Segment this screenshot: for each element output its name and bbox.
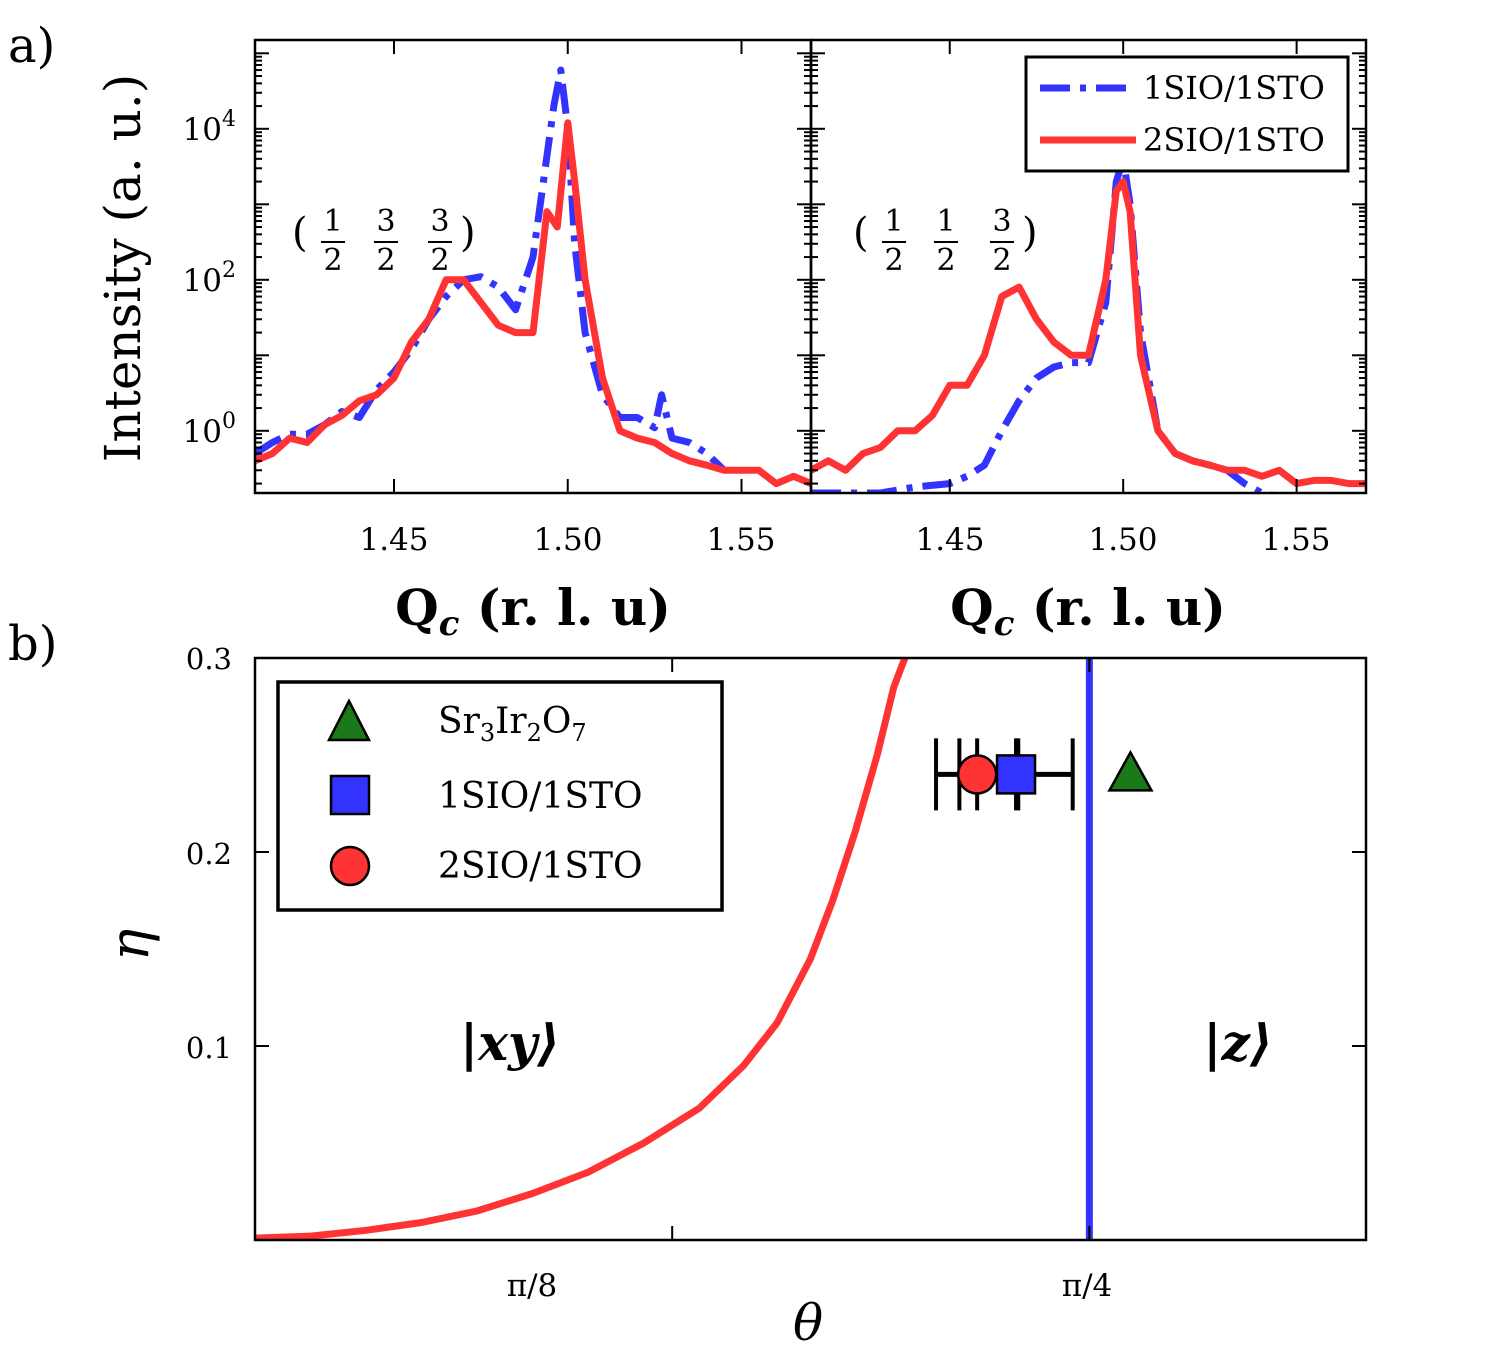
- panel-b-legend: Sr3Ir2O7 1SIO/1STO 2SIO/1STO: [276, 680, 724, 912]
- left-annot-h-den: 2: [323, 243, 342, 278]
- right-annot-close: ): [1022, 210, 1038, 256]
- panel-b-xtick-pi4: π/4: [1062, 1268, 1113, 1304]
- legend-a-label-2sio: 2SIO/1STO: [1143, 121, 1325, 159]
- right-annot-k-num: 1: [936, 204, 955, 239]
- panel-b-label: b): [8, 616, 57, 672]
- point-sr3ir2o7: [1107, 749, 1154, 792]
- ytick-label-1e0: 100: [183, 409, 236, 450]
- panel-b-xtick-pi8: π/8: [507, 1268, 558, 1304]
- boundary-curve: [255, 658, 909, 1240]
- right-xlabel: Qc (r. l. u): [950, 578, 1226, 644]
- left-xtick-label-0: 1.45: [359, 522, 428, 558]
- panel-b-ylabel: η: [98, 929, 161, 961]
- right-annot-h-den: 2: [884, 243, 903, 278]
- right-xtick-label-0: 1.45: [915, 522, 984, 558]
- point-2sio-1sto: [956, 754, 998, 795]
- right-series-2sio-1sto: [811, 178, 1366, 488]
- legend-a-label-1sio: 1SIO/1STO: [1143, 69, 1325, 107]
- right-annot-h-num: 1: [884, 204, 903, 239]
- legend-b-marker-1sio: [329, 774, 371, 816]
- left-annot-k-den: 2: [376, 243, 395, 278]
- left-annot-l-den: 2: [430, 243, 449, 278]
- legend-b-label-1sio: 1SIO/1STO: [438, 776, 643, 817]
- panel-b-ytick-0.1: 0.1: [186, 1031, 232, 1065]
- left-annot-h-num: 1: [323, 204, 342, 239]
- panel-a-legend: 1SIO/1STO 2SIO/1STO: [1024, 55, 1350, 173]
- left-annot-open: (: [292, 210, 308, 256]
- left-subplot-series: [255, 66, 811, 488]
- panel-a-ylabel: Intensity (a. u.): [94, 74, 152, 462]
- left-annot-k-num: 3: [376, 204, 395, 239]
- panel-a-label: a): [8, 18, 55, 74]
- right-subplot-series: [811, 155, 1366, 493]
- region-label-z: |z⟩: [1203, 1013, 1272, 1073]
- panel-b-series: [255, 658, 1154, 1240]
- right-annot-l-den: 2: [992, 243, 1011, 278]
- ytick-label-1e2: 102: [183, 258, 236, 299]
- left-xtick-label-2: 1.55: [706, 522, 775, 558]
- left-annot-l-num: 3: [430, 204, 449, 239]
- right-subplot-frame: [809, 38, 1368, 495]
- left-series-2sio-1sto: [255, 119, 811, 488]
- right-annot-k-den: 2: [936, 243, 955, 278]
- right-xtick-label-1: 1.50: [1088, 522, 1157, 558]
- left-xlabel: Qc (r. l. u): [395, 578, 671, 644]
- point-1sio-1sto: [995, 754, 1037, 795]
- legend-b-label-2sio: 2SIO/1STO: [438, 846, 643, 887]
- panel-a-ticks: [255, 40, 1366, 493]
- right-miller-annotation: ( 1 2 1 2 3 2 ): [853, 204, 1038, 278]
- legend-b-marker-sr3ir2o7: [326, 698, 372, 742]
- panel-b-ticks: [255, 657, 1366, 1240]
- panel-a-legend-box: [1024, 55, 1350, 173]
- region-label-xy: |xy⟩: [460, 1013, 560, 1073]
- right-xtick-label-2: 1.55: [1261, 522, 1330, 558]
- left-miller-annotation: ( 1 2 3 2 3 2 ): [292, 204, 476, 278]
- panel-b-ytick-0.2: 0.2: [186, 837, 232, 871]
- legend-b-marker-2sio: [329, 845, 371, 887]
- panel-b-ytick-0.3: 0.3: [186, 642, 232, 676]
- panel-b-xlabel: θ: [793, 1294, 823, 1348]
- left-xtick-label-1: 1.50: [533, 522, 602, 558]
- panel-a-ytick-labels: 100 102 104: [183, 107, 236, 450]
- panel-b-frame: [253, 656, 1368, 1242]
- right-annot-l-num: 3: [992, 204, 1011, 239]
- legend-b-label-sr3ir2o7: Sr3Ir2O7: [438, 701, 587, 747]
- left-annot-close: ): [460, 210, 476, 256]
- right-annot-open: (: [853, 210, 869, 256]
- ytick-label-1e4: 104: [183, 107, 236, 148]
